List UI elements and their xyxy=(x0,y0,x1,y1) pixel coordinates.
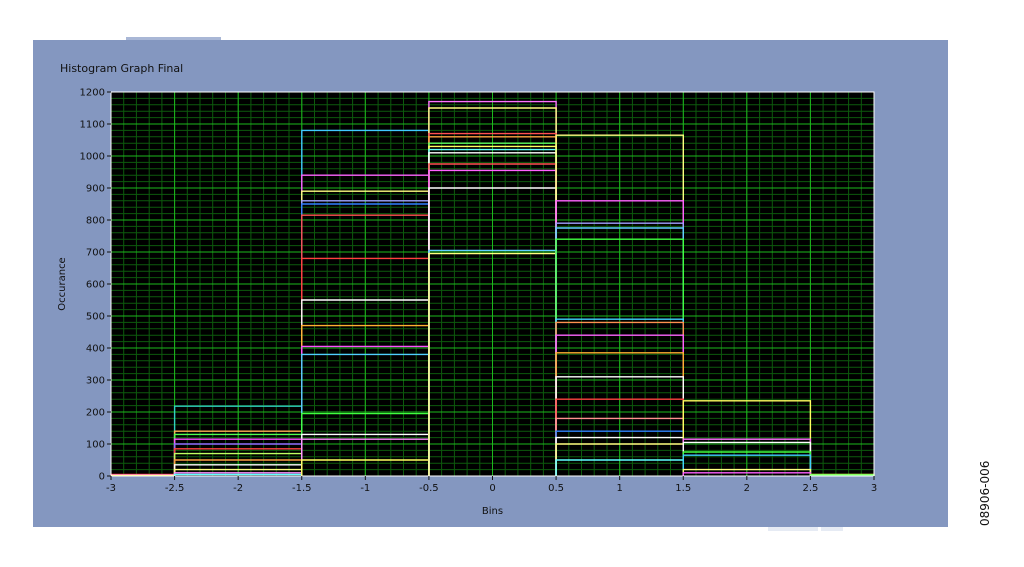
x-tick-label: 0.5 xyxy=(548,483,564,494)
y-tick-label: 1100 xyxy=(80,120,105,131)
x-tick-label: 1 xyxy=(616,483,622,494)
y-tick-label: 0 xyxy=(99,472,105,483)
y-tick-label: 600 xyxy=(86,280,105,291)
y-tick-label: 900 xyxy=(86,184,105,195)
x-tick-label: -0.5 xyxy=(419,483,439,494)
y-axis-ticks: 0 100 200 300 400 500 600 700 800 900 1000 1100 1200 xyxy=(80,88,111,483)
panel-tab-strip xyxy=(126,37,221,41)
x-tick-label: 2 xyxy=(744,483,750,494)
x-tick-label: 1.5 xyxy=(675,483,691,494)
y-tick-label: 300 xyxy=(86,376,105,387)
histogram-bar xyxy=(682,454,812,476)
y-tick-label: 200 xyxy=(86,408,105,419)
x-tick-label: 0 xyxy=(489,483,495,494)
panel-title: Histogram Graph Final xyxy=(60,62,184,75)
y-tick-label: 800 xyxy=(86,216,105,227)
y-tick-label: 1200 xyxy=(80,88,105,99)
y-tick-label: 1000 xyxy=(80,152,105,163)
x-tick-label: -2 xyxy=(233,483,243,494)
x-tick-label: -3 xyxy=(106,483,116,494)
histogram-bar xyxy=(682,400,812,476)
histogram-bars xyxy=(110,91,875,477)
x-tick-label: 3 xyxy=(871,483,877,494)
x-tick-label: -1.5 xyxy=(292,483,312,494)
x-axis-ticks: -3 -2.5 -2 -1.5 -1 -0.5 0 0.5 1 1.5 2 2.5 3 xyxy=(106,476,877,494)
y-tick-label: 700 xyxy=(86,248,105,259)
x-tick-label: 2.5 xyxy=(802,483,818,494)
y-axis-label: Occurance xyxy=(57,257,68,310)
x-axis-label: Bins xyxy=(482,506,503,517)
scroll-indicator-small[interactable] xyxy=(821,527,843,531)
y-tick-label: 400 xyxy=(86,344,105,355)
x-tick-label: -1 xyxy=(360,483,370,494)
y-tick-label: 100 xyxy=(86,440,105,451)
y-tick-label: 500 xyxy=(86,312,105,323)
scroll-indicator[interactable] xyxy=(768,527,818,531)
figure-number: 08906-006 xyxy=(978,460,992,526)
x-tick-label: -2.5 xyxy=(165,483,185,494)
